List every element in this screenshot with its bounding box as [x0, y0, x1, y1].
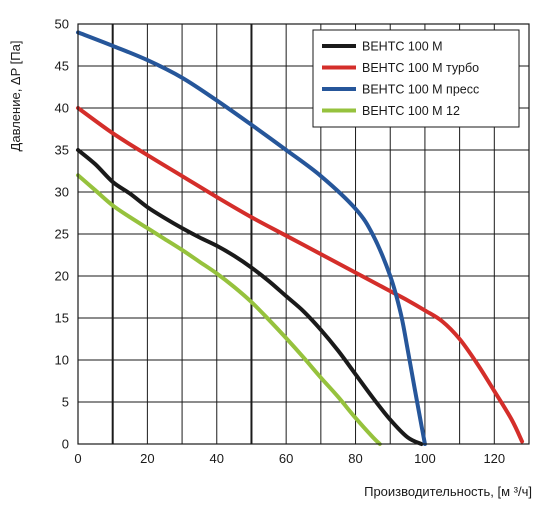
x-tick-label: 0	[74, 451, 81, 466]
legend-label-3: ВЕНТС 100 М пресс	[362, 83, 479, 97]
legend-label-2: ВЕНТС 100 М турбо	[362, 61, 479, 75]
legend-items: ВЕНТС 100 М ВЕНТС 100 М турбо ВЕНТС 100 М …	[322, 40, 479, 118]
series-line-3	[76, 30, 427, 446]
series-line-2	[76, 106, 525, 444]
x-axis-title: Производительность, [м ³/ч]	[364, 484, 532, 499]
y-tick-label: 0	[62, 437, 69, 452]
y-tick-label: 45	[55, 59, 69, 74]
y-tick-label: 20	[55, 269, 69, 284]
y-tick-label: 25	[55, 227, 69, 242]
y-tick-label: 40	[55, 101, 69, 116]
y-tick-label: 15	[55, 311, 69, 326]
y-axis-title: Давление, ΔP [Па]	[8, 41, 23, 152]
series-line-1	[76, 148, 424, 446]
x-tick-label: 100	[414, 451, 436, 466]
x-tick-label: 40	[210, 451, 224, 466]
series-lines	[76, 30, 525, 446]
x-tick-label: 80	[348, 451, 362, 466]
legend-label-4: ВЕНТС 100 М 12	[362, 104, 460, 118]
y-tick-label: 10	[55, 353, 69, 368]
legend: ВЕНТС 100 М ВЕНТС 100 М турбо ВЕНТС 100 М …	[312, 29, 520, 128]
x-tick-label: 120	[483, 451, 505, 466]
y-tick-label: 50	[55, 17, 69, 32]
y-tick-label: 35	[55, 143, 69, 158]
tick-labels: 0 20 40 60 80 100 120 0 5 10 15 20 25 30 35 40 45 50	[55, 17, 506, 467]
x-tick-label: 60	[279, 451, 293, 466]
x-tick-label: 20	[140, 451, 154, 466]
legend-label-1: ВЕНТС 100 М	[362, 40, 443, 54]
y-tick-label: 5	[62, 395, 69, 410]
y-tick-label: 30	[55, 185, 69, 200]
series-line-4	[76, 173, 382, 446]
plot-frame	[77, 23, 530, 445]
